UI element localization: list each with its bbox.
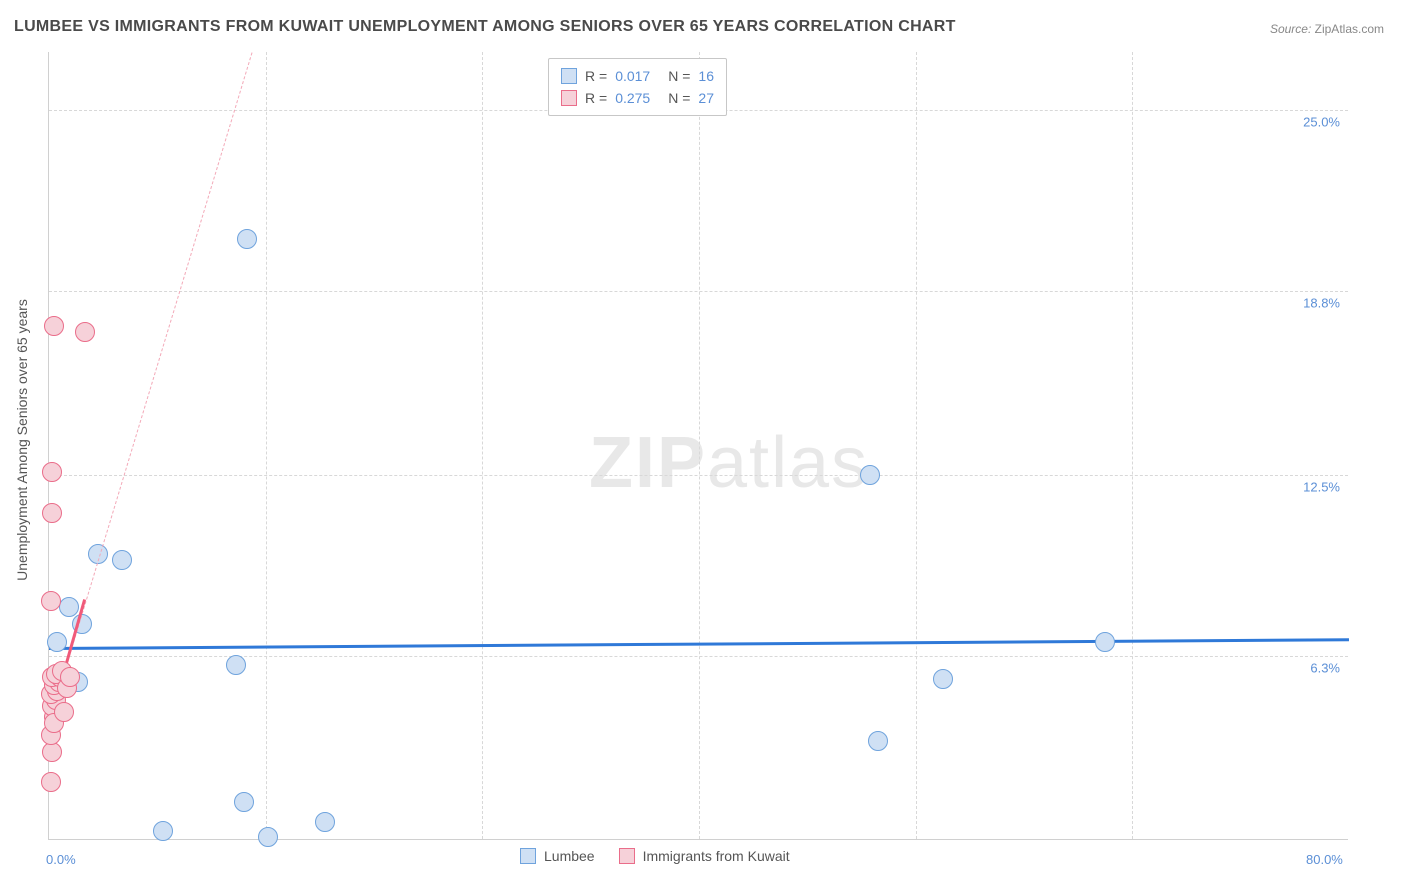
plot-area: ZIPatlas 6.3% 12.5% 18.8% 25.0% xyxy=(48,52,1348,840)
data-point xyxy=(44,316,64,336)
data-point xyxy=(41,591,61,611)
source-credit: Source: ZipAtlas.com xyxy=(1270,22,1384,36)
data-point xyxy=(112,550,132,570)
stat-n-label: N = xyxy=(668,65,690,87)
data-point xyxy=(1095,632,1115,652)
legend-stats-row: R = 0.017 N = 16 xyxy=(561,65,714,87)
gridline-vertical xyxy=(699,52,700,839)
data-point xyxy=(54,702,74,722)
data-point xyxy=(237,229,257,249)
data-point xyxy=(42,503,62,523)
y-tick-label: 12.5% xyxy=(1303,480,1340,495)
legend-swatch xyxy=(561,68,577,84)
data-point xyxy=(75,322,95,342)
gridline-vertical xyxy=(916,52,917,839)
chart-title: LUMBEE VS IMMIGRANTS FROM KUWAIT UNEMPLO… xyxy=(14,18,956,36)
stat-n-label: N = xyxy=(668,87,690,109)
x-tick-label: 80.0% xyxy=(1306,852,1343,867)
data-point xyxy=(860,465,880,485)
source-value: ZipAtlas.com xyxy=(1315,22,1384,36)
legend-label: Immigrants from Kuwait xyxy=(643,848,790,864)
legend-stats-box: R = 0.017 N = 16 R = 0.275 N = 27 xyxy=(548,58,727,116)
gridline-vertical xyxy=(482,52,483,839)
data-point xyxy=(868,731,888,751)
y-tick-label: 25.0% xyxy=(1303,115,1340,130)
stat-r-value: 0.017 xyxy=(615,65,650,87)
source-label: Source: xyxy=(1270,22,1311,36)
watermark-atlas: atlas xyxy=(707,423,869,503)
data-point xyxy=(226,655,246,675)
legend-bottom: Lumbee Immigrants from Kuwait xyxy=(520,848,790,864)
data-point xyxy=(234,792,254,812)
data-point xyxy=(315,812,335,832)
data-point xyxy=(933,669,953,689)
legend-stats-row: R = 0.275 N = 27 xyxy=(561,87,714,109)
watermark: ZIPatlas xyxy=(589,422,869,504)
y-tick-label: 18.8% xyxy=(1303,296,1340,311)
x-tick-label: 0.0% xyxy=(46,852,76,867)
legend-item: Immigrants from Kuwait xyxy=(619,848,790,864)
gridline-vertical xyxy=(1132,52,1133,839)
y-tick-label: 6.3% xyxy=(1310,661,1340,676)
stat-r-value: 0.275 xyxy=(615,87,650,109)
data-point xyxy=(60,667,80,687)
stat-r-label: R = xyxy=(585,65,607,87)
data-point xyxy=(59,597,79,617)
legend-item: Lumbee xyxy=(520,848,595,864)
data-point xyxy=(258,827,278,847)
legend-swatch xyxy=(561,90,577,106)
data-point xyxy=(42,462,62,482)
stat-n-value: 27 xyxy=(698,87,714,109)
watermark-zip: ZIP xyxy=(589,423,707,503)
legend-label: Lumbee xyxy=(544,848,595,864)
stat-r-label: R = xyxy=(585,87,607,109)
legend-swatch xyxy=(619,848,635,864)
stat-n-value: 16 xyxy=(698,65,714,87)
y-axis-title: Unemployment Among Seniors over 65 years xyxy=(14,299,30,581)
legend-swatch xyxy=(520,848,536,864)
gridline-vertical xyxy=(266,52,267,839)
data-point xyxy=(47,632,67,652)
data-point xyxy=(41,772,61,792)
data-point xyxy=(153,821,173,841)
data-point xyxy=(42,742,62,762)
